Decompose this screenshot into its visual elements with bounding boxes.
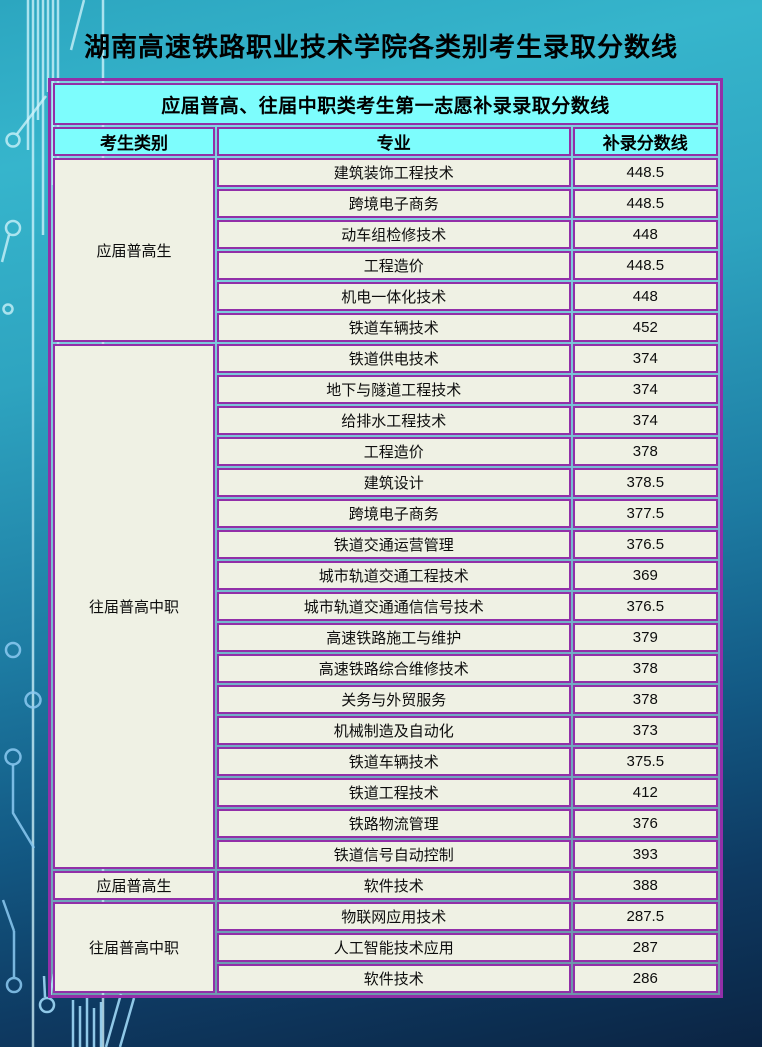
major-cell: 机电一体化技术 — [216, 282, 571, 311]
table-row: 铁道交通运营管理 376.5 — [53, 530, 718, 559]
table-row: 往届普高中职 铁道供电技术 374 — [53, 344, 718, 869]
score-cell: 448.5 — [572, 189, 718, 218]
score-cell: 388 — [572, 871, 718, 900]
score-table-body: 应届普高、往届中职类考生第一志愿补录录取分数线 考生类别 专业 补录分数线 应届… — [53, 83, 718, 993]
table-row: 铁道工程技术 412 — [53, 778, 718, 807]
major-cell: 工程造价 — [216, 437, 571, 466]
major-cell: 城市轨道交通通信信号技术 — [216, 592, 571, 621]
table-row: 城市轨道交通工程技术 369 — [53, 561, 718, 590]
table-row: 机电一体化技术 448 — [53, 282, 718, 311]
score-cell: 376.5 — [572, 592, 718, 621]
column-header-major: 专业 — [216, 127, 571, 156]
score-cell: 376 — [572, 809, 718, 838]
score-cell: 448.5 — [572, 158, 718, 187]
major-cell: 工程造价 — [216, 251, 571, 280]
score-cell: 374 — [572, 344, 718, 373]
column-header-row: 考生类别 专业 补录分数线 — [53, 127, 718, 156]
score-cell: 378.5 — [572, 468, 718, 497]
score-cell: 287 — [572, 933, 718, 962]
table-row: 铁道车辆技术 375.5 — [53, 747, 718, 776]
score-cell: 379 — [572, 623, 718, 652]
major-cell: 铁道车辆技术 — [216, 747, 571, 776]
major-cell: 机械制造及自动化 — [216, 716, 571, 745]
major-cell: 地下与隧道工程技术 — [216, 375, 571, 404]
table-row: 给排水工程技术 374 — [53, 406, 718, 435]
score-cell: 412 — [572, 778, 718, 807]
table-row: 铁道车辆技术 452 — [53, 313, 718, 342]
table-row: 工程造价 448.5 — [53, 251, 718, 280]
major-cell: 铁道交通运营管理 — [216, 530, 571, 559]
table-row: 人工智能技术应用 287 — [53, 933, 718, 962]
score-cell: 287.5 — [572, 902, 718, 931]
table-row: 关务与外贸服务 378 — [53, 685, 718, 714]
table-row: 动车组检修技术 448 — [53, 220, 718, 249]
score-table-container: 应届普高、往届中职类考生第一志愿补录录取分数线 考生类别 专业 补录分数线 应届… — [48, 78, 723, 998]
table-row: 跨境电子商务 377.5 — [53, 499, 718, 528]
table-row: 铁路物流管理 376 — [53, 809, 718, 838]
table-row: 高速铁路综合维修技术 378 — [53, 654, 718, 683]
major-cell: 铁路物流管理 — [216, 809, 571, 838]
score-cell: 378 — [572, 654, 718, 683]
score-cell: 375.5 — [572, 747, 718, 776]
score-cell: 376.5 — [572, 530, 718, 559]
score-cell: 378 — [572, 437, 718, 466]
major-cell: 铁道工程技术 — [216, 778, 571, 807]
table-row: 跨境电子商务 448.5 — [53, 189, 718, 218]
table-row: 应届普高生 软件技术 388 — [53, 871, 718, 900]
major-cell: 建筑设计 — [216, 468, 571, 497]
category-cell: 应届普高生 — [53, 871, 215, 900]
table-row: 地下与隧道工程技术 374 — [53, 375, 718, 404]
major-cell: 动车组检修技术 — [216, 220, 571, 249]
score-cell: 452 — [572, 313, 718, 342]
table-row: 往届普高中职 物联网应用技术 287.5 — [53, 902, 718, 993]
major-cell: 人工智能技术应用 — [216, 933, 571, 962]
major-cell: 城市轨道交通工程技术 — [216, 561, 571, 590]
score-cell: 378 — [572, 685, 718, 714]
major-cell: 建筑装饰工程技术 — [216, 158, 571, 187]
table-row: 铁道信号自动控制 393 — [53, 840, 718, 869]
score-cell: 448 — [572, 220, 718, 249]
category-cell: 往届普高中职 — [53, 344, 215, 869]
table-row: 工程造价 378 — [53, 437, 718, 466]
table-row: 建筑设计 378.5 — [53, 468, 718, 497]
major-cell: 高速铁路综合维修技术 — [216, 654, 571, 683]
major-cell: 软件技术 — [216, 964, 571, 993]
column-header-score: 补录分数线 — [572, 127, 718, 156]
score-table: 应届普高、往届中职类考生第一志愿补录录取分数线 考生类别 专业 补录分数线 应届… — [51, 81, 720, 995]
table-row: 机械制造及自动化 373 — [53, 716, 718, 745]
score-cell: 393 — [572, 840, 718, 869]
table-row: 城市轨道交通通信信号技术 376.5 — [53, 592, 718, 621]
major-cell: 铁道车辆技术 — [216, 313, 571, 342]
category-cell: 应届普高生 — [53, 158, 215, 342]
page-title: 湖南高速铁路职业技术学院各类别考生录取分数线 — [83, 33, 678, 62]
score-cell: 377.5 — [572, 499, 718, 528]
score-cell: 369 — [572, 561, 718, 590]
score-cell: 448 — [572, 282, 718, 311]
table-title-row: 应届普高、往届中职类考生第一志愿补录录取分数线 — [53, 83, 718, 125]
table-title: 应届普高、往届中职类考生第一志愿补录录取分数线 — [53, 83, 718, 125]
major-cell: 给排水工程技术 — [216, 406, 571, 435]
column-header-category: 考生类别 — [53, 127, 215, 156]
major-cell: 跨境电子商务 — [216, 189, 571, 218]
score-cell: 448.5 — [572, 251, 718, 280]
table-row: 应届普高生 建筑装饰工程技术 448.5 — [53, 158, 718, 342]
score-cell: 374 — [572, 406, 718, 435]
table-row: 高速铁路施工与维护 379 — [53, 623, 718, 652]
major-cell: 跨境电子商务 — [216, 499, 571, 528]
major-cell: 铁道信号自动控制 — [216, 840, 571, 869]
major-cell: 物联网应用技术 — [216, 902, 571, 931]
score-cell: 373 — [572, 716, 718, 745]
major-cell: 铁道供电技术 — [216, 344, 571, 373]
major-cell: 高速铁路施工与维护 — [216, 623, 571, 652]
score-cell: 286 — [572, 964, 718, 993]
major-cell: 关务与外贸服务 — [216, 685, 571, 714]
category-cell: 往届普高中职 — [53, 902, 215, 993]
major-cell: 软件技术 — [216, 871, 571, 900]
table-row: 软件技术 286 — [53, 964, 718, 993]
score-cell: 374 — [572, 375, 718, 404]
